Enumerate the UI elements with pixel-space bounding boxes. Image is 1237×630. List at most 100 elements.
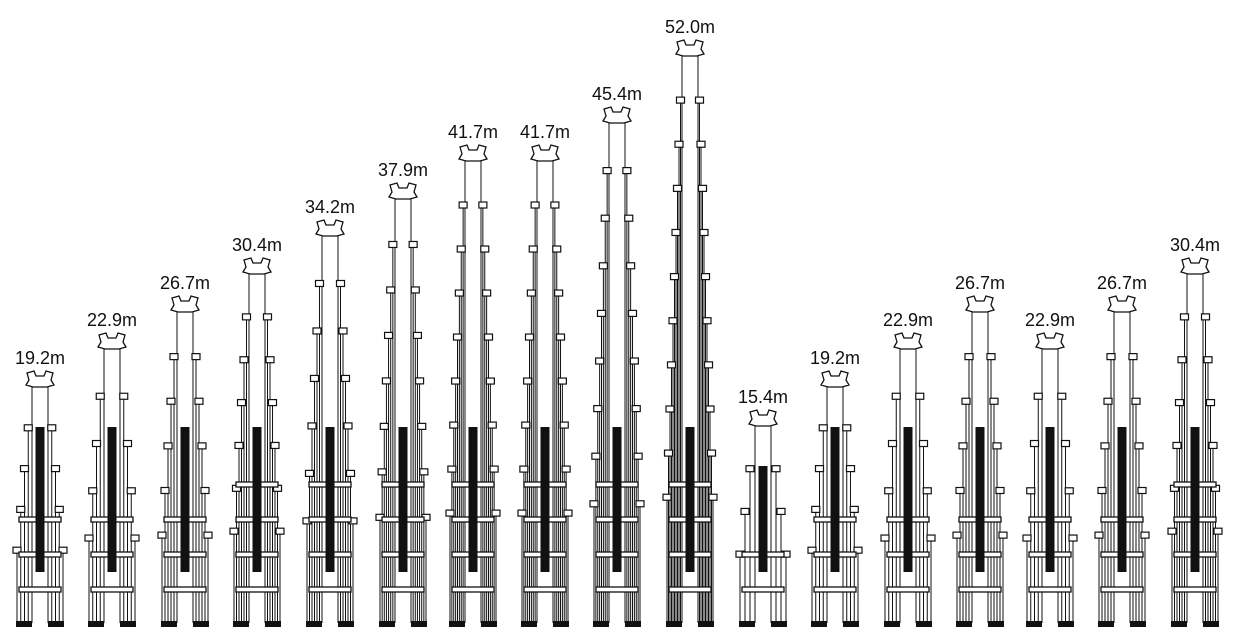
collar-clamp xyxy=(589,500,599,508)
height-label: 26.7m xyxy=(1097,273,1147,293)
base-foot xyxy=(884,621,900,627)
mast-tower: 19.2m xyxy=(807,348,863,627)
height-label: 30.4m xyxy=(1170,235,1220,255)
collar-clamp xyxy=(480,245,490,253)
collar-clamp xyxy=(668,317,678,325)
central-core xyxy=(685,427,695,572)
collar-clamp xyxy=(16,505,26,513)
collar-clamp xyxy=(47,424,57,432)
mast-tower: 19.2m xyxy=(12,348,68,627)
collar-clamp xyxy=(304,469,315,477)
collar-clamp xyxy=(485,377,495,385)
collar-clamp xyxy=(635,500,645,508)
collar-clamp xyxy=(955,486,965,495)
collar-clamp xyxy=(1200,313,1211,321)
base-foot xyxy=(521,621,537,627)
base-foot xyxy=(338,621,354,627)
mast-tower: 26.7m xyxy=(157,273,213,627)
section-band xyxy=(1173,586,1217,593)
central-core xyxy=(903,427,913,572)
height-label: 45.4m xyxy=(592,84,642,104)
collar-clamp xyxy=(662,493,672,501)
collar-clamp xyxy=(697,184,708,192)
collar-clamp xyxy=(408,240,418,249)
collar-clamp xyxy=(845,465,856,473)
collar-clamp xyxy=(119,392,129,400)
collar-clamp xyxy=(771,465,781,473)
mast-head xyxy=(965,295,995,313)
collar-clamp xyxy=(229,527,239,535)
collar-clamp xyxy=(91,439,102,448)
mast-head xyxy=(893,332,923,350)
collar-clamp xyxy=(880,534,890,542)
base-foot xyxy=(193,621,209,627)
collar-clamp xyxy=(275,527,285,535)
mast-head xyxy=(1107,295,1137,313)
base-foot xyxy=(698,621,714,627)
collar-clamp xyxy=(989,397,999,405)
collar-clamp xyxy=(381,377,392,385)
central-core xyxy=(180,427,190,572)
collar-clamp xyxy=(740,507,750,516)
mast-tower: 41.7m xyxy=(445,122,501,627)
collar-clamp xyxy=(58,546,68,554)
collar-clamp xyxy=(702,317,712,325)
mast-head xyxy=(25,370,55,388)
collar-clamp xyxy=(669,273,680,281)
height-label: 34.2m xyxy=(305,197,355,217)
central-core xyxy=(540,427,550,572)
collar-clamp xyxy=(842,424,852,432)
collar-clamp xyxy=(700,273,711,281)
collar-clamp xyxy=(200,486,210,495)
central-core xyxy=(107,427,117,572)
collar-clamp xyxy=(1106,353,1116,361)
collar-clamp xyxy=(1033,392,1043,400)
base-foot xyxy=(843,621,859,627)
collar-clamp xyxy=(675,96,686,104)
collar-clamp xyxy=(456,245,466,253)
mast-head xyxy=(315,219,345,237)
collar-clamp xyxy=(270,441,280,450)
collar-clamp xyxy=(622,167,632,175)
mast-tower: 45.4m xyxy=(589,84,645,627)
collar-clamp xyxy=(122,439,133,448)
collar-clamp xyxy=(335,279,346,288)
height-label: 19.2m xyxy=(15,348,65,368)
collar-clamp xyxy=(267,398,278,407)
collar-clamp xyxy=(671,228,681,237)
base-foot xyxy=(593,621,609,627)
section-band xyxy=(308,586,352,593)
collar-clamp xyxy=(961,397,971,405)
collar-clamp xyxy=(1097,486,1107,495)
collar-clamp xyxy=(1068,534,1078,542)
collar-clamp xyxy=(557,377,567,385)
mast-head xyxy=(242,257,272,275)
collar-clamp xyxy=(314,279,325,288)
collar-clamp xyxy=(166,397,176,405)
collar-clamp xyxy=(1172,441,1182,450)
collar-clamp xyxy=(918,439,929,448)
collar-clamp xyxy=(1064,487,1074,495)
collar-clamp xyxy=(1179,313,1190,321)
base-foot xyxy=(771,621,787,627)
collar-clamp xyxy=(922,487,932,495)
collar-clamp xyxy=(958,442,968,450)
base-foot xyxy=(120,621,136,627)
collar-clamp xyxy=(447,465,457,473)
central-core xyxy=(612,427,622,572)
collar-clamp xyxy=(88,487,98,495)
collar-clamp xyxy=(1205,398,1216,407)
collar-clamp xyxy=(629,357,639,365)
collar-clamp xyxy=(559,421,569,429)
base-foot xyxy=(88,621,104,627)
collar-clamp xyxy=(674,140,684,148)
collar-clamp xyxy=(626,262,636,270)
base-foot xyxy=(988,621,1004,627)
collar-clamp xyxy=(203,531,213,539)
mast-tower: 22.9m xyxy=(880,310,936,627)
collar-clamp xyxy=(239,356,249,364)
collar-clamp xyxy=(519,465,529,473)
collar-clamp xyxy=(445,509,455,517)
collar-clamp xyxy=(624,214,634,222)
collar-clamp xyxy=(169,353,179,361)
